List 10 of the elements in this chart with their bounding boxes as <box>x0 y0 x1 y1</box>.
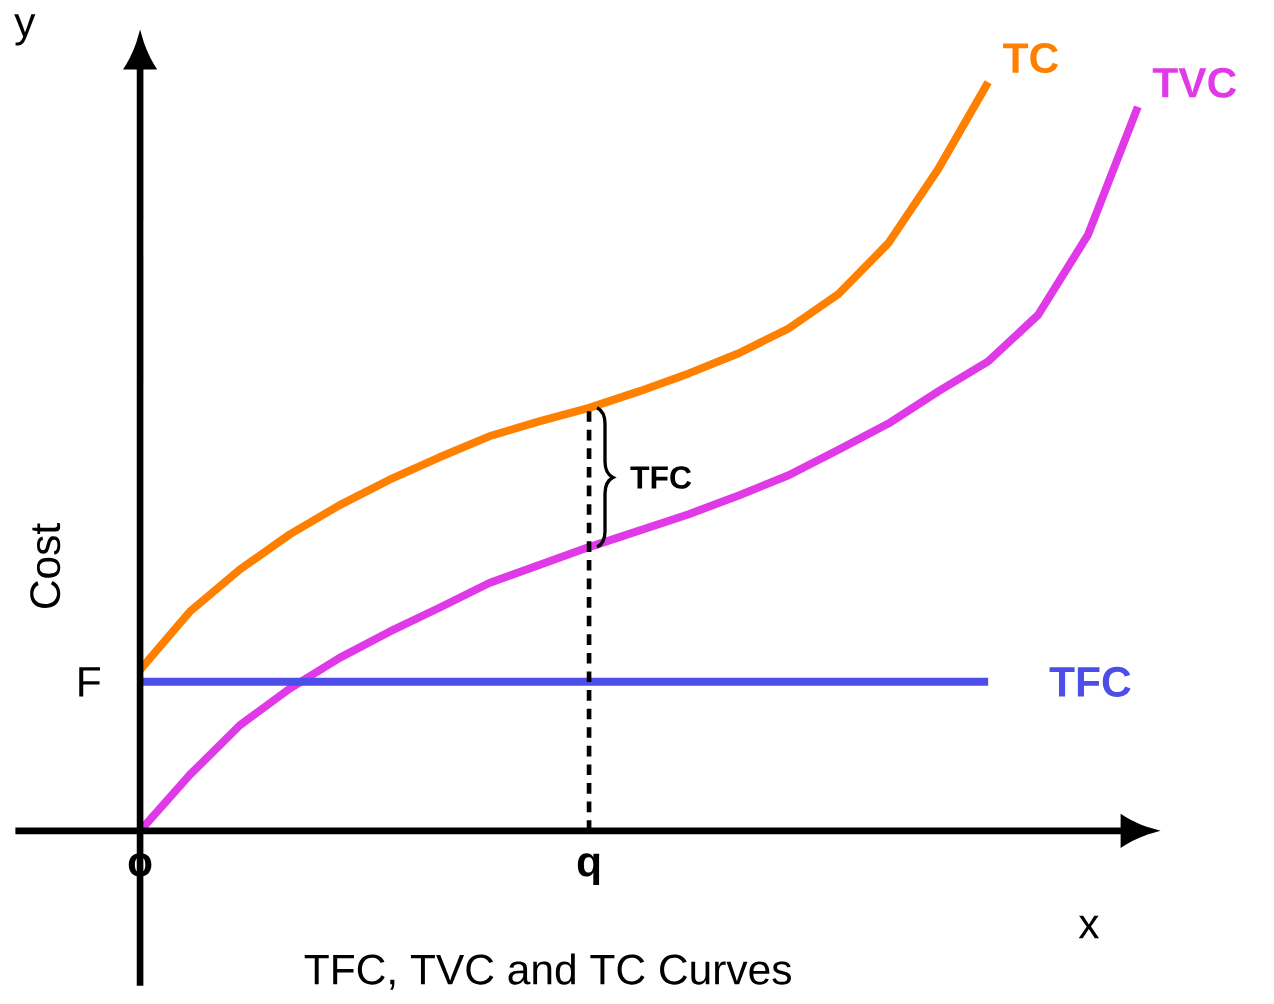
annotation: F <box>79 667 101 697</box>
x-axis-title: x <box>1078 915 1100 939</box>
series-label: TVC <box>1152 67 1237 98</box>
series-label: TFC <box>1049 666 1131 697</box>
series-label: TC <box>1003 43 1059 74</box>
y-axis-title: Cost <box>30 523 61 609</box>
text: TFC, TVC and TC Curves <box>304 953 791 990</box>
text: y <box>14 14 36 46</box>
annotation: TFC <box>630 466 692 489</box>
x-tick-label: q <box>577 853 600 886</box>
